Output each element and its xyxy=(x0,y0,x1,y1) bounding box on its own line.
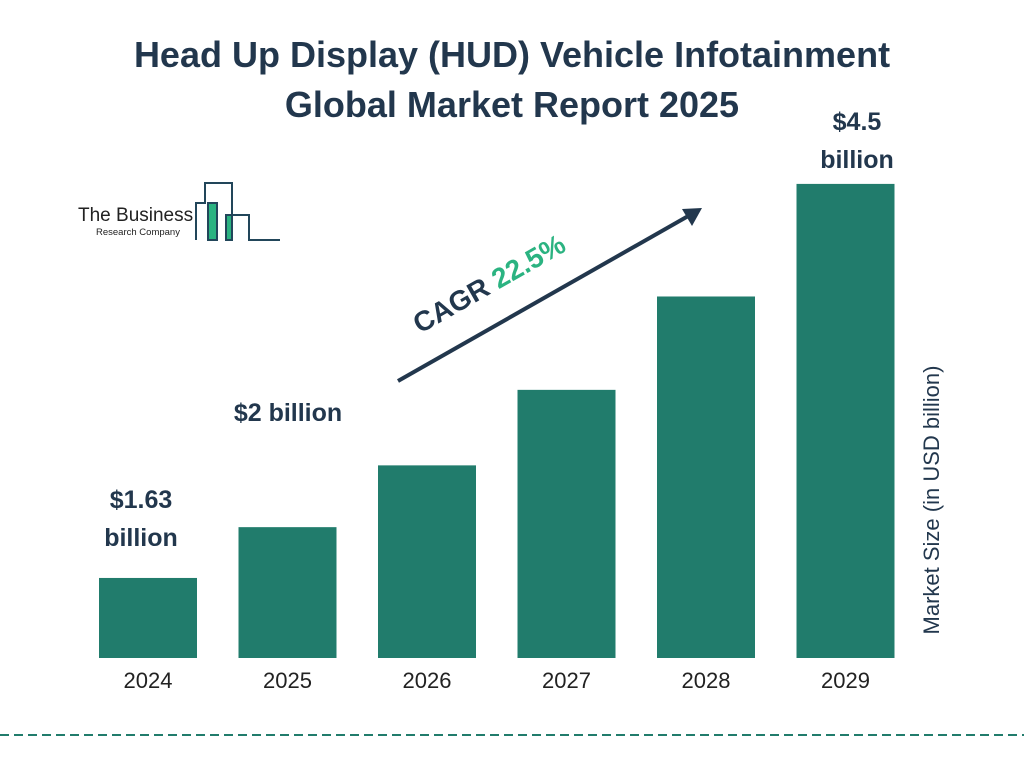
bar-2024 xyxy=(99,577,197,658)
logo-text: The Business xyxy=(78,205,194,226)
bar-2027 xyxy=(517,389,616,658)
chart-title: Head Up Display (HUD) Vehicle Infotainme… xyxy=(0,30,1024,130)
logo-subtext: Research Company xyxy=(96,227,180,238)
data-label: $1.63 billion xyxy=(104,486,178,552)
x-tick-label: 2025 xyxy=(263,668,312,693)
logo-icon xyxy=(195,182,280,241)
x-tick-label: 2026 xyxy=(403,668,452,693)
bar-2029 xyxy=(796,183,895,658)
data-label: $2 billion xyxy=(234,399,342,427)
x-tick-label: 2024 xyxy=(124,668,173,693)
x-tick-label: 2029 xyxy=(821,668,870,693)
title-line-2: Global Market Report 2025 xyxy=(284,84,740,125)
title-line-1: Head Up Display (HUD) Vehicle Infotainme… xyxy=(133,34,891,75)
cagr-label: CAGR xyxy=(408,272,495,340)
data-label: $4.5 billion xyxy=(820,108,894,174)
cagr-value: 22.5% xyxy=(486,228,570,294)
x-tick-label: 2028 xyxy=(682,668,731,693)
bar-2028 xyxy=(657,296,755,658)
cagr-arrow xyxy=(397,208,702,383)
bar-2025 xyxy=(238,527,337,658)
x-tick-label: 2027 xyxy=(542,668,591,693)
bar-2026 xyxy=(378,465,476,658)
svg-text:CAGR22.5%: CAGR22.5% xyxy=(408,228,571,339)
